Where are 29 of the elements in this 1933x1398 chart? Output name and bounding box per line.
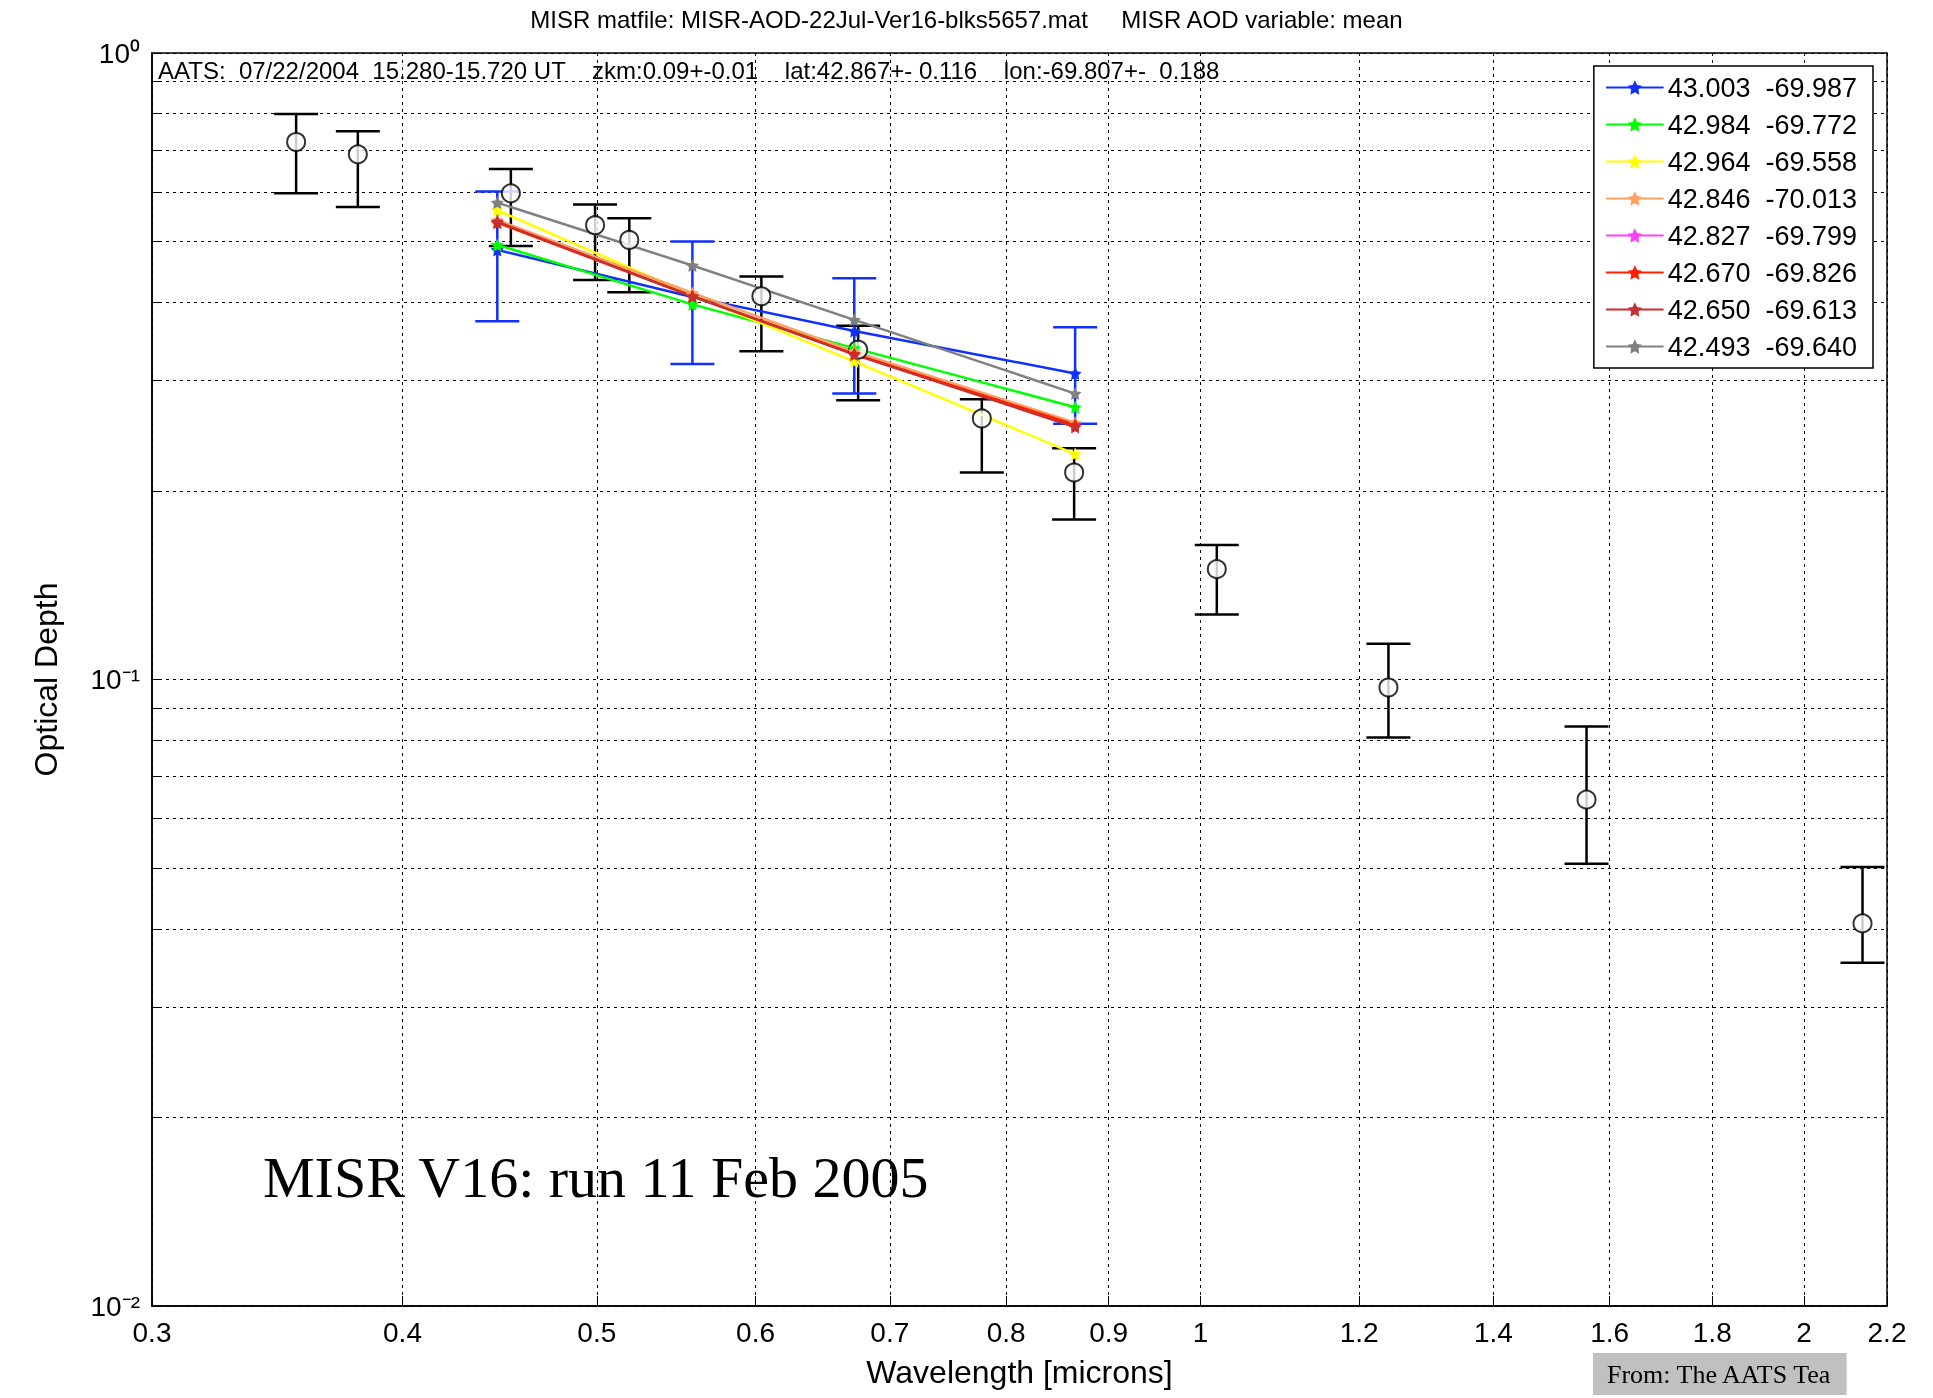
x-tick-label: 0.5 (577, 1316, 617, 1348)
legend-label: 42.493 -69.640 (1667, 331, 1858, 362)
x-tick-label: 0.7 (870, 1316, 910, 1348)
annotation: MISR V16: run 11 Feb 2005 (263, 1144, 929, 1210)
y-axis-title: Optical Depth (28, 582, 64, 777)
annotation: AATS: 07/22/2004 15.280-15.720 UT zkm:0.09+-0.01 lat:42.867+- 0.116 lon:-69.807+- 0.188 (158, 56, 1220, 84)
x-tick-label: 2 (1796, 1316, 1812, 1348)
x-tick-label: 0.6 (736, 1316, 776, 1348)
x-tick-label: 1.8 (1692, 1316, 1732, 1348)
legend-label: 42.984 -69.772 (1667, 109, 1858, 140)
x-axis-title: Wavelength [microns] (866, 1354, 1173, 1390)
x-tick-label: 1.2 (1339, 1316, 1379, 1348)
x-tick-label: 1 (1192, 1316, 1209, 1348)
legend-label: 42.846 -70.013 (1667, 183, 1858, 214)
x-tick-label: 0.8 (986, 1316, 1026, 1348)
x-tick-label: 1.6 (1590, 1316, 1630, 1348)
legend-label: 42.670 -69.826 (1667, 257, 1858, 288)
y-tick-label: 10⁻¹ (90, 664, 140, 695)
legend-label: 43.003 -69.987 (1667, 72, 1858, 103)
legend-label: 42.827 -69.799 (1667, 220, 1858, 251)
x-tick-label: 0.4 (383, 1316, 422, 1348)
x-tick-label: 2.2 (1867, 1316, 1907, 1348)
x-tick-label: 0.9 (1089, 1316, 1129, 1348)
y-tick-label: 10⁰ (98, 37, 140, 69)
chart-title: MISR matfile: MISR-AOD-22Jul-Ver16-blks5657.mat MISR AOD variable: mean (530, 5, 1403, 33)
legend-label: 42.964 -69.558 (1667, 146, 1858, 177)
x-tick-label: 1.4 (1473, 1316, 1513, 1348)
legend-label: 42.650 -69.613 (1667, 294, 1858, 325)
text: From: The AATS Tea (1607, 1359, 1831, 1389)
